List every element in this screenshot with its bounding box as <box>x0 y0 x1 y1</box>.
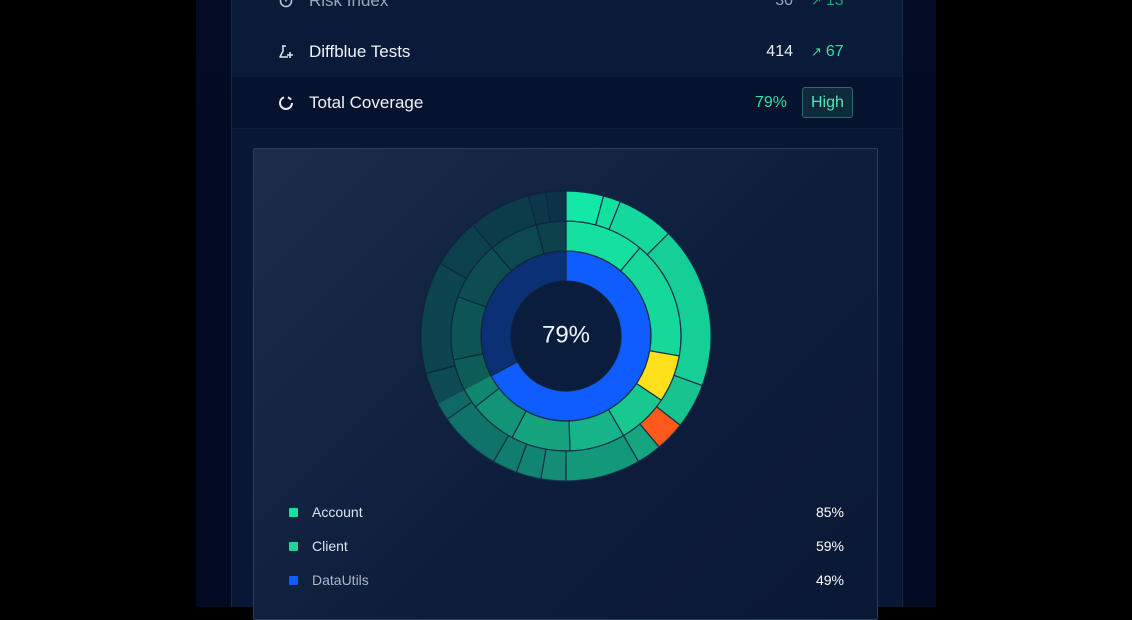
metric-row-diffblue-tests[interactable]: Diffblue Tests 414 ↗ 67 <box>232 26 902 78</box>
risk-index-value: 30 <box>775 0 793 9</box>
risk-circle-icon <box>278 0 294 9</box>
diffblue-tests-delta: ↗ 67 <box>811 43 844 61</box>
legend-label-account: Account <box>312 504 363 520</box>
diffblue-tests-label: Diffblue Tests <box>309 41 411 61</box>
legend-item-account[interactable]: Account 85% <box>289 502 844 522</box>
total-coverage-value: 79% <box>754 93 787 111</box>
sunburst-outer-segment <box>545 190 567 223</box>
spinner-circle-icon <box>278 95 294 111</box>
legend-value-client: 59% <box>815 538 844 554</box>
metric-row-total-coverage[interactable]: Total Coverage 79% High <box>232 77 902 129</box>
arrow-up-right-icon: ↗ <box>811 0 822 8</box>
risk-index-delta-value: 13 <box>825 0 844 9</box>
legend-label-datautils: DataUtils <box>312 572 369 588</box>
coverage-chart-card: 79% Account 85% Client 59% DataUtils 49% <box>253 148 878 620</box>
coverage-level-badge: High <box>802 87 853 118</box>
legend-swatch-client <box>289 541 298 551</box>
legend-value-datautils: 49% <box>815 572 844 588</box>
diffblue-tests-delta-value: 67 <box>825 42 844 60</box>
legend-value-account: 85% <box>815 504 844 520</box>
metric-row-risk-index[interactable]: Risk Index 30 ↗ 13 <box>232 0 902 27</box>
flask-plus-icon <box>278 44 294 60</box>
risk-index-delta: ↗ 13 <box>811 0 844 10</box>
arrow-up-right-icon: ↗ <box>811 43 822 59</box>
risk-index-label: Risk Index <box>309 0 389 10</box>
sunburst-center-hole <box>511 281 621 391</box>
chart-center-label: 79% <box>542 321 590 348</box>
coverage-sunburst-chart: 79% <box>420 190 712 482</box>
legend-item-client[interactable]: Client 59% <box>289 536 844 556</box>
total-coverage-label: Total Coverage <box>309 92 424 112</box>
legend-swatch-account <box>289 507 298 517</box>
legend-item-datautils[interactable]: DataUtils 49% <box>289 570 844 590</box>
diffblue-tests-value: 414 <box>766 42 793 60</box>
legend-swatch-datautils <box>289 575 298 585</box>
legend-label-client: Client <box>312 538 348 554</box>
